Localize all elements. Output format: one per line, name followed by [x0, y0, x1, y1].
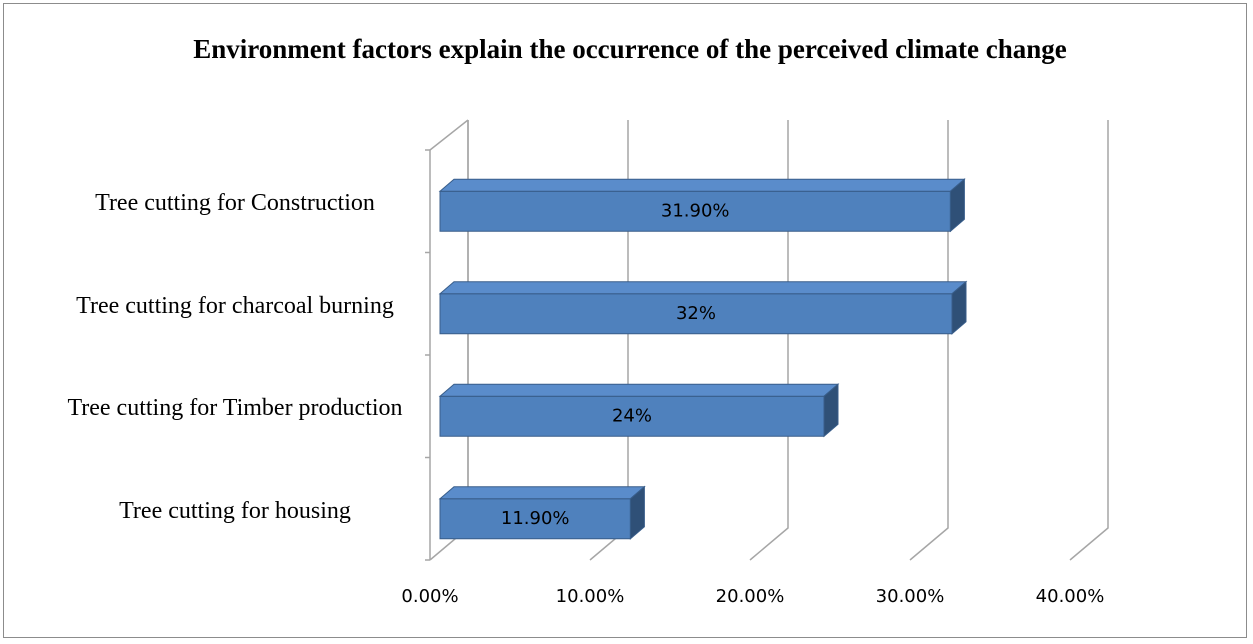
x-tick-label: 40.00% — [1036, 586, 1105, 607]
chart-title: Environment factors explain the occurren… — [193, 34, 1067, 64]
x-tick-label: 30.00% — [876, 586, 945, 607]
bar-top — [438, 281, 968, 295]
chart-frame — [3, 3, 1247, 638]
x-tick-label: 20.00% — [716, 586, 785, 607]
axis-wall — [429, 119, 469, 151]
x-tick-label: 10.00% — [556, 586, 625, 607]
bar — [438, 280, 968, 335]
bar-side — [949, 178, 965, 233]
bar — [438, 485, 646, 540]
bar-top — [438, 486, 646, 500]
bar-top — [438, 383, 840, 397]
grid-line — [909, 120, 949, 561]
bar-top — [438, 178, 966, 192]
value-label: 32% — [676, 303, 716, 324]
y-tick-label: Tree cutting for Construction — [95, 190, 375, 217]
bar — [438, 178, 966, 233]
value-label: 11.90% — [501, 508, 570, 529]
bar — [438, 383, 840, 438]
grid-line — [1069, 120, 1109, 561]
grid-line — [749, 120, 789, 561]
value-label: 31.90% — [661, 200, 730, 221]
x-tick-label: 0.00% — [401, 586, 458, 607]
y-tick-label: Tree cutting for Timber production — [67, 395, 403, 422]
bar-side — [629, 485, 645, 540]
value-label: 24% — [612, 405, 652, 426]
bar-side — [823, 383, 839, 438]
bar-side — [951, 280, 967, 335]
y-tick-label: Tree cutting for charcoal burning — [76, 292, 394, 319]
y-tick-label: Tree cutting for housing — [119, 497, 351, 524]
